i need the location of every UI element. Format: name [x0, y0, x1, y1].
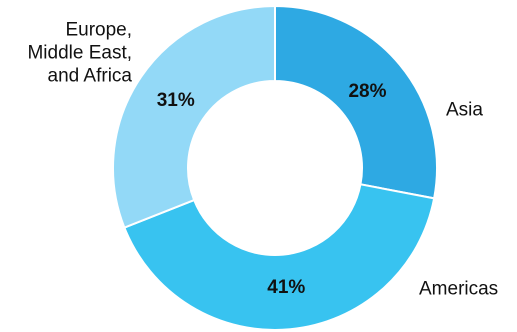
value-label: 41% [267, 277, 305, 298]
slice-europe-middle-east-and-africa [112, 4, 276, 229]
category-label: Asia [446, 100, 483, 121]
slice-americas [123, 183, 436, 331]
category-label: Americas [419, 279, 498, 300]
slices-group [112, 4, 438, 331]
labels-group: 28% Asia 41% Americas 31% Europe, Middle East,… [27, 20, 498, 300]
slice-asia [274, 4, 438, 200]
value-label: 31% [157, 90, 195, 111]
category-label: Europe, Middle East, and Africa [27, 20, 132, 87]
value-label: 28% [348, 81, 386, 102]
